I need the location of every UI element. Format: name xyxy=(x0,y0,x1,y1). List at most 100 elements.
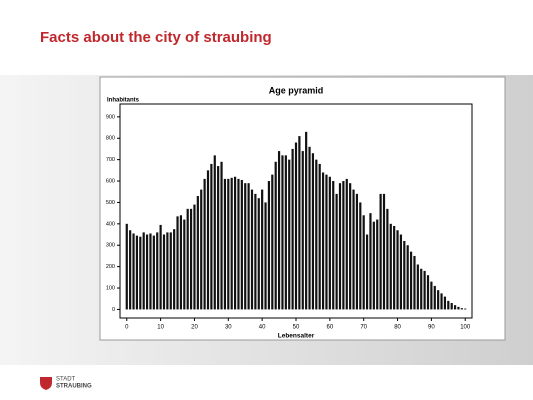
bar xyxy=(274,161,277,310)
y-tick-label: 800 xyxy=(106,136,115,142)
bar xyxy=(349,183,352,310)
bar xyxy=(325,174,328,310)
bar xyxy=(332,181,335,310)
y-axis-label: Inhabitants xyxy=(107,98,140,104)
bar xyxy=(183,219,186,310)
bar xyxy=(403,240,406,310)
bar xyxy=(298,136,301,310)
logo-text: STRAUBING xyxy=(56,384,92,390)
bar xyxy=(345,178,348,310)
bar xyxy=(196,196,199,310)
bar xyxy=(342,181,345,310)
bar xyxy=(129,230,132,310)
bar xyxy=(301,151,304,310)
bar xyxy=(291,148,294,310)
bar xyxy=(437,290,440,310)
x-tick-label: 90 xyxy=(428,325,435,331)
y-tick-label: 400 xyxy=(106,221,115,227)
bar xyxy=(413,255,416,310)
bar xyxy=(464,308,467,310)
x-tick-label: 10 xyxy=(157,325,164,331)
bar xyxy=(169,232,172,310)
y-tick-label: 600 xyxy=(106,178,115,184)
y-tick-label: 500 xyxy=(106,200,115,206)
bar xyxy=(142,232,145,310)
bar xyxy=(125,223,128,310)
bar xyxy=(318,163,321,310)
bar xyxy=(420,268,423,310)
bar xyxy=(162,234,166,310)
x-tick-label: 50 xyxy=(293,325,300,331)
bar xyxy=(416,264,419,310)
bar xyxy=(223,178,227,310)
logo-text: STADT xyxy=(56,377,76,383)
bar xyxy=(173,229,176,310)
bar xyxy=(396,230,399,310)
bar xyxy=(237,178,240,310)
bar xyxy=(132,233,135,310)
bar xyxy=(352,189,355,310)
x-tick-label: 40 xyxy=(259,325,266,331)
bar xyxy=(166,232,169,310)
bar xyxy=(430,281,433,310)
bar xyxy=(453,305,457,310)
bar xyxy=(443,296,447,310)
bar xyxy=(457,306,460,310)
x-tick-label: 80 xyxy=(394,325,401,331)
bar xyxy=(156,232,159,310)
bar xyxy=(359,202,362,310)
bar xyxy=(186,208,189,310)
bar xyxy=(440,293,443,310)
bar xyxy=(399,234,403,310)
bar xyxy=(152,235,155,310)
bar xyxy=(433,285,436,310)
x-axis-label: Lebensalter xyxy=(278,333,315,340)
y-tick-label: 0 xyxy=(112,307,115,313)
bar xyxy=(210,163,213,310)
y-tick-label: 300 xyxy=(106,243,115,249)
bar xyxy=(294,142,298,310)
bar xyxy=(261,189,264,310)
bar xyxy=(288,159,291,310)
bar xyxy=(240,179,243,310)
bar xyxy=(369,213,372,310)
y-tick-label: 700 xyxy=(106,157,115,163)
x-tick-label: 100 xyxy=(460,325,471,331)
bar xyxy=(230,177,233,310)
bar xyxy=(250,189,254,310)
bar xyxy=(386,208,389,310)
bar xyxy=(426,275,430,310)
bar xyxy=(217,166,220,310)
bar xyxy=(311,153,315,310)
bar xyxy=(372,221,375,310)
bar xyxy=(139,236,142,310)
bar xyxy=(203,178,206,310)
x-tick-label: 0 xyxy=(125,325,129,331)
y-tick-label: 200 xyxy=(106,264,115,270)
bar xyxy=(389,223,392,310)
bar xyxy=(284,155,287,310)
bar xyxy=(149,233,152,310)
bar xyxy=(409,251,413,310)
bar xyxy=(338,183,342,310)
bar xyxy=(376,219,379,310)
bar xyxy=(406,245,409,310)
bar xyxy=(362,215,365,310)
bar xyxy=(176,216,179,310)
bar xyxy=(460,308,463,310)
bar xyxy=(135,235,139,310)
bar xyxy=(315,159,318,310)
bar xyxy=(247,183,250,310)
bar xyxy=(335,193,338,310)
bar xyxy=(264,202,267,310)
logo-icon xyxy=(40,377,52,390)
x-tick-label: 70 xyxy=(360,325,367,331)
bar xyxy=(393,225,396,310)
bar xyxy=(365,234,369,310)
bar xyxy=(233,176,237,310)
bar xyxy=(189,208,193,310)
bar xyxy=(206,170,210,310)
bar xyxy=(145,234,149,310)
bar xyxy=(200,189,203,310)
